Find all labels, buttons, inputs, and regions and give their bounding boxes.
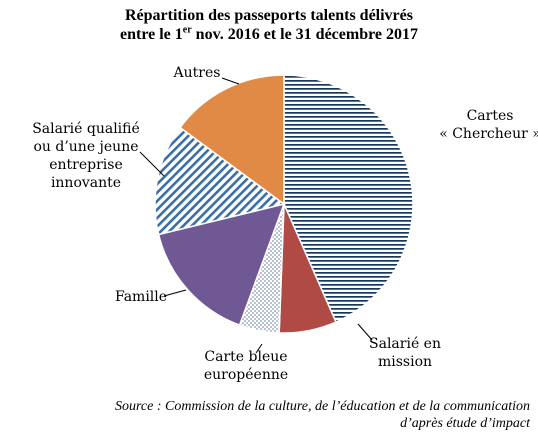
slice-label-line: Salarié qualifié [32, 121, 140, 137]
pie-slice-4 [157, 202, 286, 327]
slice-label-2: Salarié en mission [369, 336, 441, 370]
slice-label-6: Autres [173, 65, 221, 81]
slice-label-line: Salarié en [369, 336, 441, 352]
slice-label-line: Famille [115, 289, 167, 305]
slice-label-line: mission [378, 354, 432, 370]
chart-title-line1: Répartition des passeports talents déliv… [125, 7, 413, 24]
slice-label-line: Cartes [467, 108, 514, 124]
pie-slice-1 [283, 74, 414, 324]
slice-label-4: Famille [115, 289, 167, 305]
leader-line-6 [221, 77, 240, 85]
label-leaders [139, 77, 373, 354]
leader-line-5 [139, 151, 165, 177]
leader-line-3 [255, 343, 263, 354]
slice-label-line: ou d’une jeune [33, 139, 138, 155]
leader-line-2 [357, 323, 373, 341]
chart-title: Répartition des passeports talents déliv… [0, 6, 538, 44]
slice-label-line: Carte bleue [204, 349, 287, 365]
slice-label-line: Autres [173, 65, 221, 81]
pie-slice-6 [179, 74, 285, 206]
pie-slice-5 [154, 126, 286, 236]
slice-label-line: innovante [51, 175, 121, 191]
source-note: Source : Commission de la culture, de l’… [10, 398, 530, 432]
chart-title-line2-sup: er [182, 24, 192, 36]
chart-title-line2-b: nov. 2016 et le 31 décembre 2017 [191, 26, 419, 43]
chart-title-line2-a: entre le 1 [119, 26, 183, 43]
leader-line-4 [163, 289, 187, 297]
slice-label-5: Salarié qualifié ou d’une jeune entreprise… [32, 121, 140, 191]
slice-label-3: Carte bleue européenne [204, 349, 288, 383]
slice-label-1: Cartes « Chercheur » [439, 108, 538, 142]
slice-label-line: entreprise [49, 157, 123, 173]
pie-slices [154, 74, 414, 334]
chart-title-line2: entre le 1er nov. 2016 et le 31 décembre… [0, 25, 538, 44]
slice-label-line: « Chercheur » [439, 126, 538, 142]
source-line2: d’après étude d’impact [400, 416, 530, 431]
slice-label-line: européenne [204, 367, 288, 383]
slice-labels: Cartes « Chercheur » Salarié en mission Cart… [32, 65, 538, 383]
source-line1: Source : Commission de la culture, de l’… [115, 399, 530, 414]
